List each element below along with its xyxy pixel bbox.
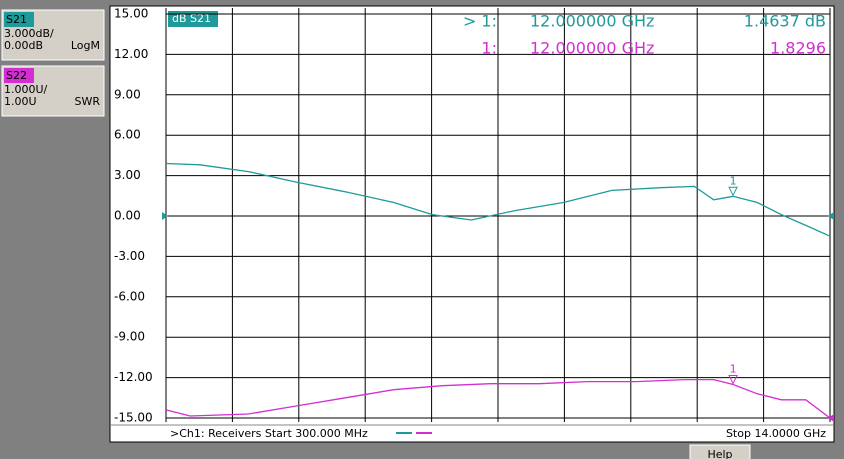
marker-label: 1 bbox=[730, 362, 737, 375]
y-tick-label: 3.00 bbox=[114, 168, 141, 182]
marker bbox=[728, 186, 738, 197]
trace-tag bbox=[4, 12, 34, 27]
y-tick-label: 12.00 bbox=[114, 47, 148, 61]
y-tick-label: -6.00 bbox=[114, 289, 145, 303]
active-trace-tag bbox=[168, 11, 218, 27]
y-tick-label: -9.00 bbox=[114, 330, 145, 344]
trace-reference: 0.00dB bbox=[4, 39, 43, 52]
help-button[interactable] bbox=[689, 444, 751, 459]
marker-prefix: 1: bbox=[481, 39, 497, 58]
trace-name: S22 bbox=[6, 69, 27, 82]
trace-scale: 1.000U/ bbox=[4, 83, 48, 96]
reference-arrow bbox=[828, 212, 834, 220]
y-tick-label: -15.00 bbox=[114, 411, 153, 425]
y-tick-label: -3.00 bbox=[114, 249, 145, 263]
trace-line bbox=[165, 162, 831, 237]
trace-tag bbox=[4, 68, 34, 83]
trace-format: LogM bbox=[71, 39, 100, 52]
footer-stop: Stop 14.0000 GHz bbox=[726, 427, 826, 440]
marker-label: 1 bbox=[730, 174, 737, 187]
marker-frequency: 12.000000 GHz bbox=[530, 39, 654, 58]
trace-format: SWR bbox=[74, 95, 100, 108]
trace-line bbox=[165, 378, 831, 419]
reference-arrow bbox=[162, 212, 168, 220]
y-tick-label: 9.00 bbox=[114, 87, 141, 101]
marker bbox=[728, 374, 738, 385]
plot-window bbox=[109, 5, 835, 443]
footer-start: >Ch1: Receivers Start 300.000 MHz bbox=[170, 427, 368, 440]
active-trace-label: dB S21 bbox=[172, 12, 211, 25]
trace-reference: 1.00U bbox=[4, 95, 37, 108]
y-tick-label: -12.00 bbox=[114, 370, 153, 384]
marker-prefix: > 1: bbox=[463, 12, 497, 31]
y-tick-label: 15.00 bbox=[114, 7, 148, 21]
reference-arrow bbox=[828, 414, 834, 422]
help-label[interactable]: Help bbox=[707, 448, 732, 459]
trace-name: S21 bbox=[6, 13, 27, 26]
trace-scale: 3.000dB/ bbox=[4, 27, 54, 40]
y-tick-label: 0.00 bbox=[114, 209, 141, 223]
marker-value: 1.8296 bbox=[770, 39, 826, 58]
marker-value: 1.4637 dB bbox=[744, 12, 826, 31]
y-tick-label: 6.00 bbox=[114, 128, 141, 142]
marker-frequency: 12.000000 GHz bbox=[530, 12, 654, 31]
